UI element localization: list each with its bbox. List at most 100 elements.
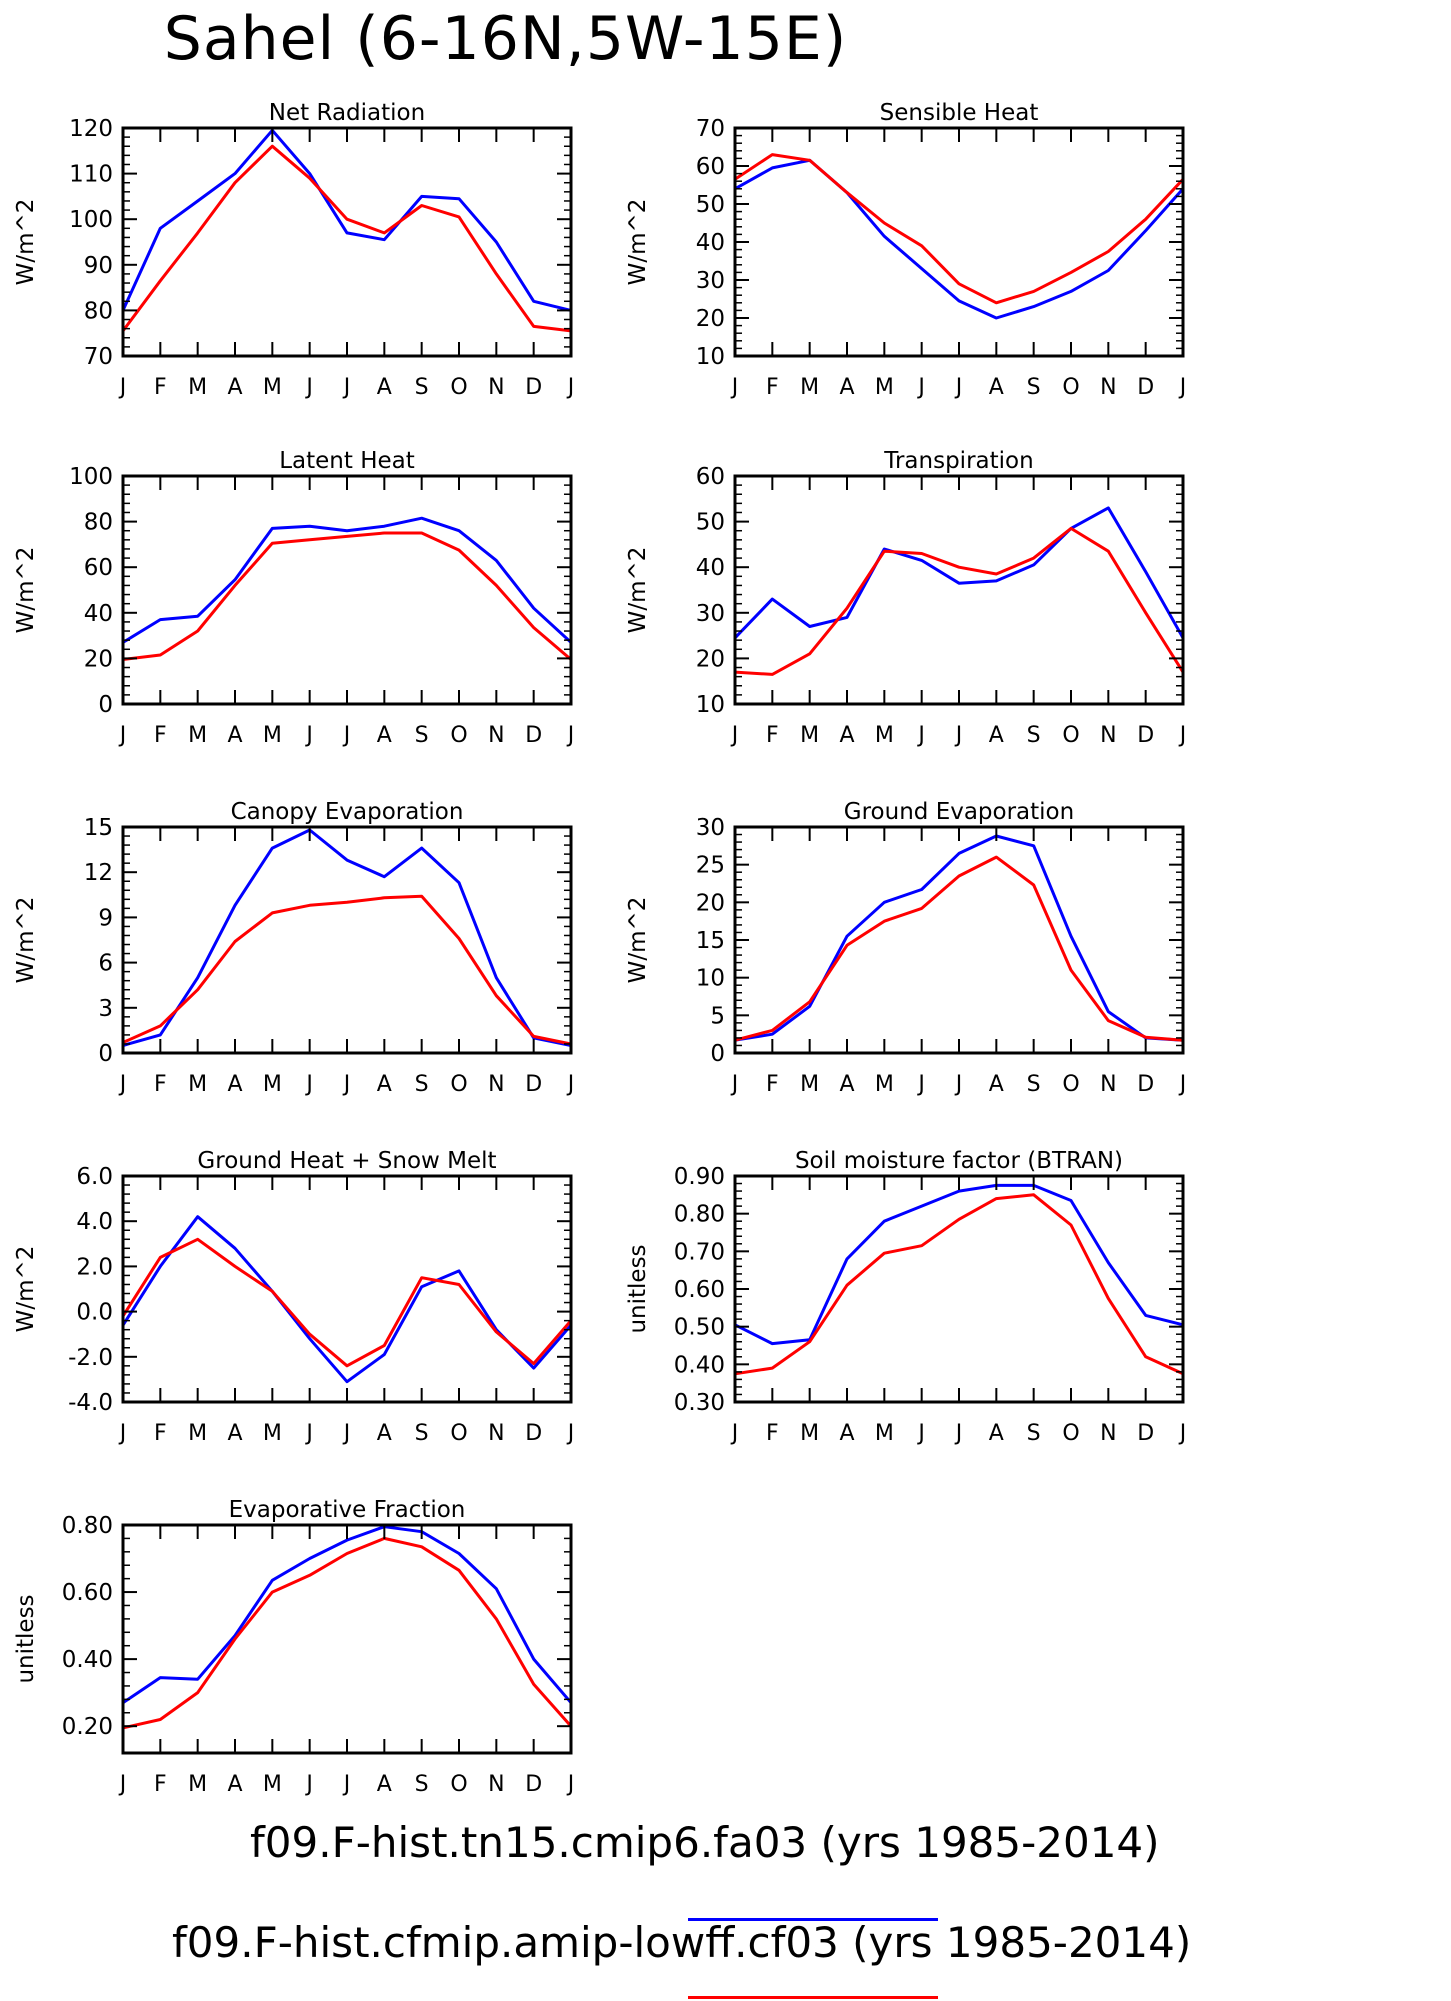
x-tick-label: J: [342, 1772, 351, 1797]
x-tick-label: J: [304, 1421, 313, 1446]
x-tick-label: A: [839, 1421, 854, 1446]
x-tick-label: O: [450, 375, 467, 400]
x-tick-label: F: [154, 723, 167, 748]
x-tick-label: S: [415, 723, 429, 748]
x-tick-label: J: [730, 1421, 739, 1446]
x-tick-label: A: [377, 375, 392, 400]
x-tick-label: J: [342, 723, 351, 748]
y-tick-label: 20: [696, 646, 725, 672]
x-tick-label: F: [154, 1421, 167, 1446]
x-tick-label: F: [766, 1072, 779, 1097]
y-axis-label: W/m^2: [625, 897, 651, 984]
y-tick-label: 50: [696, 192, 725, 218]
x-tick-label: N: [488, 375, 504, 400]
x-tick-label: A: [989, 375, 1004, 400]
x-tick-label: N: [1100, 1421, 1116, 1446]
panel-title: Ground Evaporation: [844, 799, 1074, 825]
x-tick-label: J: [730, 375, 739, 400]
x-tick-label: J: [954, 375, 963, 400]
x-tick-label: J: [566, 1772, 575, 1797]
panel-title: Soil moisture factor (BTRAN): [795, 1148, 1123, 1174]
series-line-2: [122, 1536, 573, 1730]
x-tick-label: N: [1100, 1072, 1116, 1097]
series-line-1: [122, 1525, 573, 1704]
x-tick-label: J: [730, 723, 739, 748]
x-tick-label: M: [263, 1072, 282, 1097]
x-tick-label: J: [954, 723, 963, 748]
x-tick-label: S: [1027, 723, 1041, 748]
x-tick-label: N: [1100, 375, 1116, 400]
y-tick-label: 0.80: [674, 1202, 725, 1228]
series-line-1: [734, 158, 1185, 320]
legend-label-2: f09.F-hist.cfmip.amip-lowff.cf03 (yrs 19…: [172, 1918, 1192, 1967]
x-tick-label: S: [415, 1421, 429, 1446]
series-line-2: [734, 855, 1184, 1042]
x-tick-label: O: [1062, 723, 1079, 748]
x-tick-label: D: [525, 1421, 542, 1446]
x-tick-label: M: [263, 375, 282, 400]
x-tick-label: M: [188, 1421, 207, 1446]
y-tick-label: 120: [69, 116, 113, 142]
series-line-1: [122, 516, 573, 644]
plot-frame: [733, 825, 1185, 1055]
series-line-2: [734, 526, 1185, 676]
legend-swatch-2: [688, 1996, 938, 1999]
x-tick-label: J: [916, 375, 925, 400]
series-line-1: [121, 128, 572, 312]
x-tick-label: F: [766, 723, 779, 748]
y-axis-label: unitless: [13, 1594, 39, 1683]
series-line-1: [122, 828, 572, 1047]
y-tick-label: 0.30: [674, 1390, 725, 1416]
x-tick-label: D: [525, 1772, 542, 1797]
legend-label-1: f09.F-hist.tn15.cmip6.fa03 (yrs 1985-201…: [250, 1818, 1160, 1867]
x-tick-label: J: [954, 1072, 963, 1097]
x-tick-label: J: [118, 1772, 127, 1797]
series-line-2: [121, 144, 572, 333]
x-tick-label: J: [118, 1421, 127, 1446]
y-tick-label: 60: [696, 154, 725, 180]
x-tick-label: F: [766, 1421, 779, 1446]
x-tick-label: D: [1137, 375, 1154, 400]
x-tick-label: J: [304, 1772, 313, 1797]
x-tick-label: M: [800, 375, 819, 400]
y-tick-label: 0.40: [62, 1647, 113, 1673]
x-tick-label: M: [263, 1772, 282, 1797]
x-tick-label: S: [415, 375, 429, 400]
y-tick-label: 100: [69, 207, 113, 233]
y-tick-label: 15: [84, 815, 113, 841]
x-tick-label: F: [766, 375, 779, 400]
x-tick-label: J: [916, 1072, 925, 1097]
panel-title: Net Radiation: [269, 100, 425, 126]
y-axis-label: W/m^2: [13, 1246, 39, 1333]
x-tick-label: J: [566, 723, 575, 748]
x-tick-label: A: [227, 1421, 242, 1446]
x-tick-label: F: [154, 375, 167, 400]
x-tick-label: O: [450, 723, 467, 748]
panel-title: Transpiration: [883, 448, 1033, 474]
x-tick-label: A: [227, 375, 242, 400]
y-tick-label: 90: [84, 253, 113, 279]
x-tick-label: M: [188, 723, 207, 748]
x-tick-label: A: [839, 375, 854, 400]
y-tick-label: 4.0: [76, 1209, 113, 1235]
chart-panel-4: J F M A M J J A S O N D J102030405060TranspirationW/…: [625, 448, 1186, 748]
x-tick-label: O: [1062, 375, 1079, 400]
x-tick-label: O: [450, 1772, 467, 1797]
y-tick-label: 0.70: [674, 1239, 725, 1265]
series-line-2: [122, 894, 572, 1046]
y-tick-label: 0.80: [62, 1513, 113, 1539]
y-tick-label: 70: [696, 116, 725, 142]
x-tick-label: J: [304, 375, 313, 400]
x-tick-label: O: [450, 1072, 467, 1097]
y-tick-label: 0: [98, 692, 113, 718]
x-tick-label: J: [1178, 723, 1187, 748]
y-tick-label: 0.0: [76, 1300, 113, 1326]
y-axis-label: W/m^2: [13, 897, 39, 984]
x-tick-label: M: [800, 1421, 819, 1446]
panel-title: Sensible Heat: [880, 100, 1039, 126]
x-tick-label: J: [304, 1072, 313, 1097]
